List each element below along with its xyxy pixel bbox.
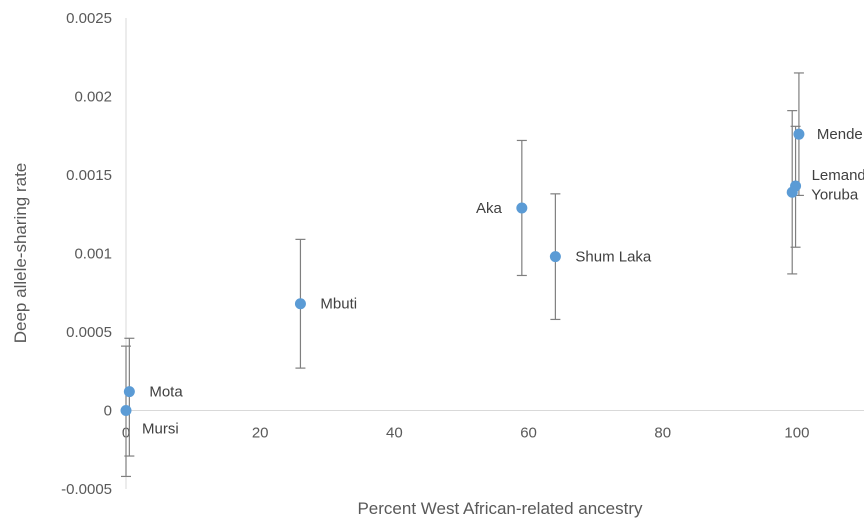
x-tick-label: 60 [520,425,537,442]
data-points [120,128,805,416]
point-label: Mursi [142,421,179,438]
y-tick-label: 0.0025 [66,10,112,27]
data-point [120,405,132,416]
data-point [294,298,306,310]
point-labels: Mota Mursi Mbuti Aka Shum Laka Mende Lemande Yo… [142,126,864,437]
point-label: Yoruba [811,186,859,203]
x-tick-label: 100 [784,425,809,442]
y-tick-label: -0.0005 [61,481,112,498]
point-label: Aka [476,200,503,217]
x-tick-label: 40 [386,425,403,442]
x-tick-label: 20 [252,425,269,442]
data-point [123,386,135,398]
y-tick-label: 0 [104,403,112,420]
data-point [549,251,561,263]
point-label: Shum Laka [575,249,652,266]
point-label: Mbuti [320,296,357,313]
data-point [793,128,805,140]
point-label: Mende [817,126,863,143]
data-point [786,186,798,198]
y-tick-label: 0.0005 [66,324,112,341]
y-axis-title: Deep allele-sharing rate [11,163,30,344]
x-axis-title: Percent West African-related ancestry [357,499,643,518]
axes: -0.000500.00050.0010.00150.0020.00250204… [61,10,864,498]
x-tick-label: 80 [654,425,671,442]
data-point [516,202,528,214]
point-label: Mota [149,384,183,401]
y-tick-label: 0.001 [74,246,112,263]
point-label: Lemande [812,167,864,184]
y-tick-label: 0.002 [74,89,112,106]
y-tick-label: 0.0015 [66,167,112,184]
error-bars [121,72,804,478]
